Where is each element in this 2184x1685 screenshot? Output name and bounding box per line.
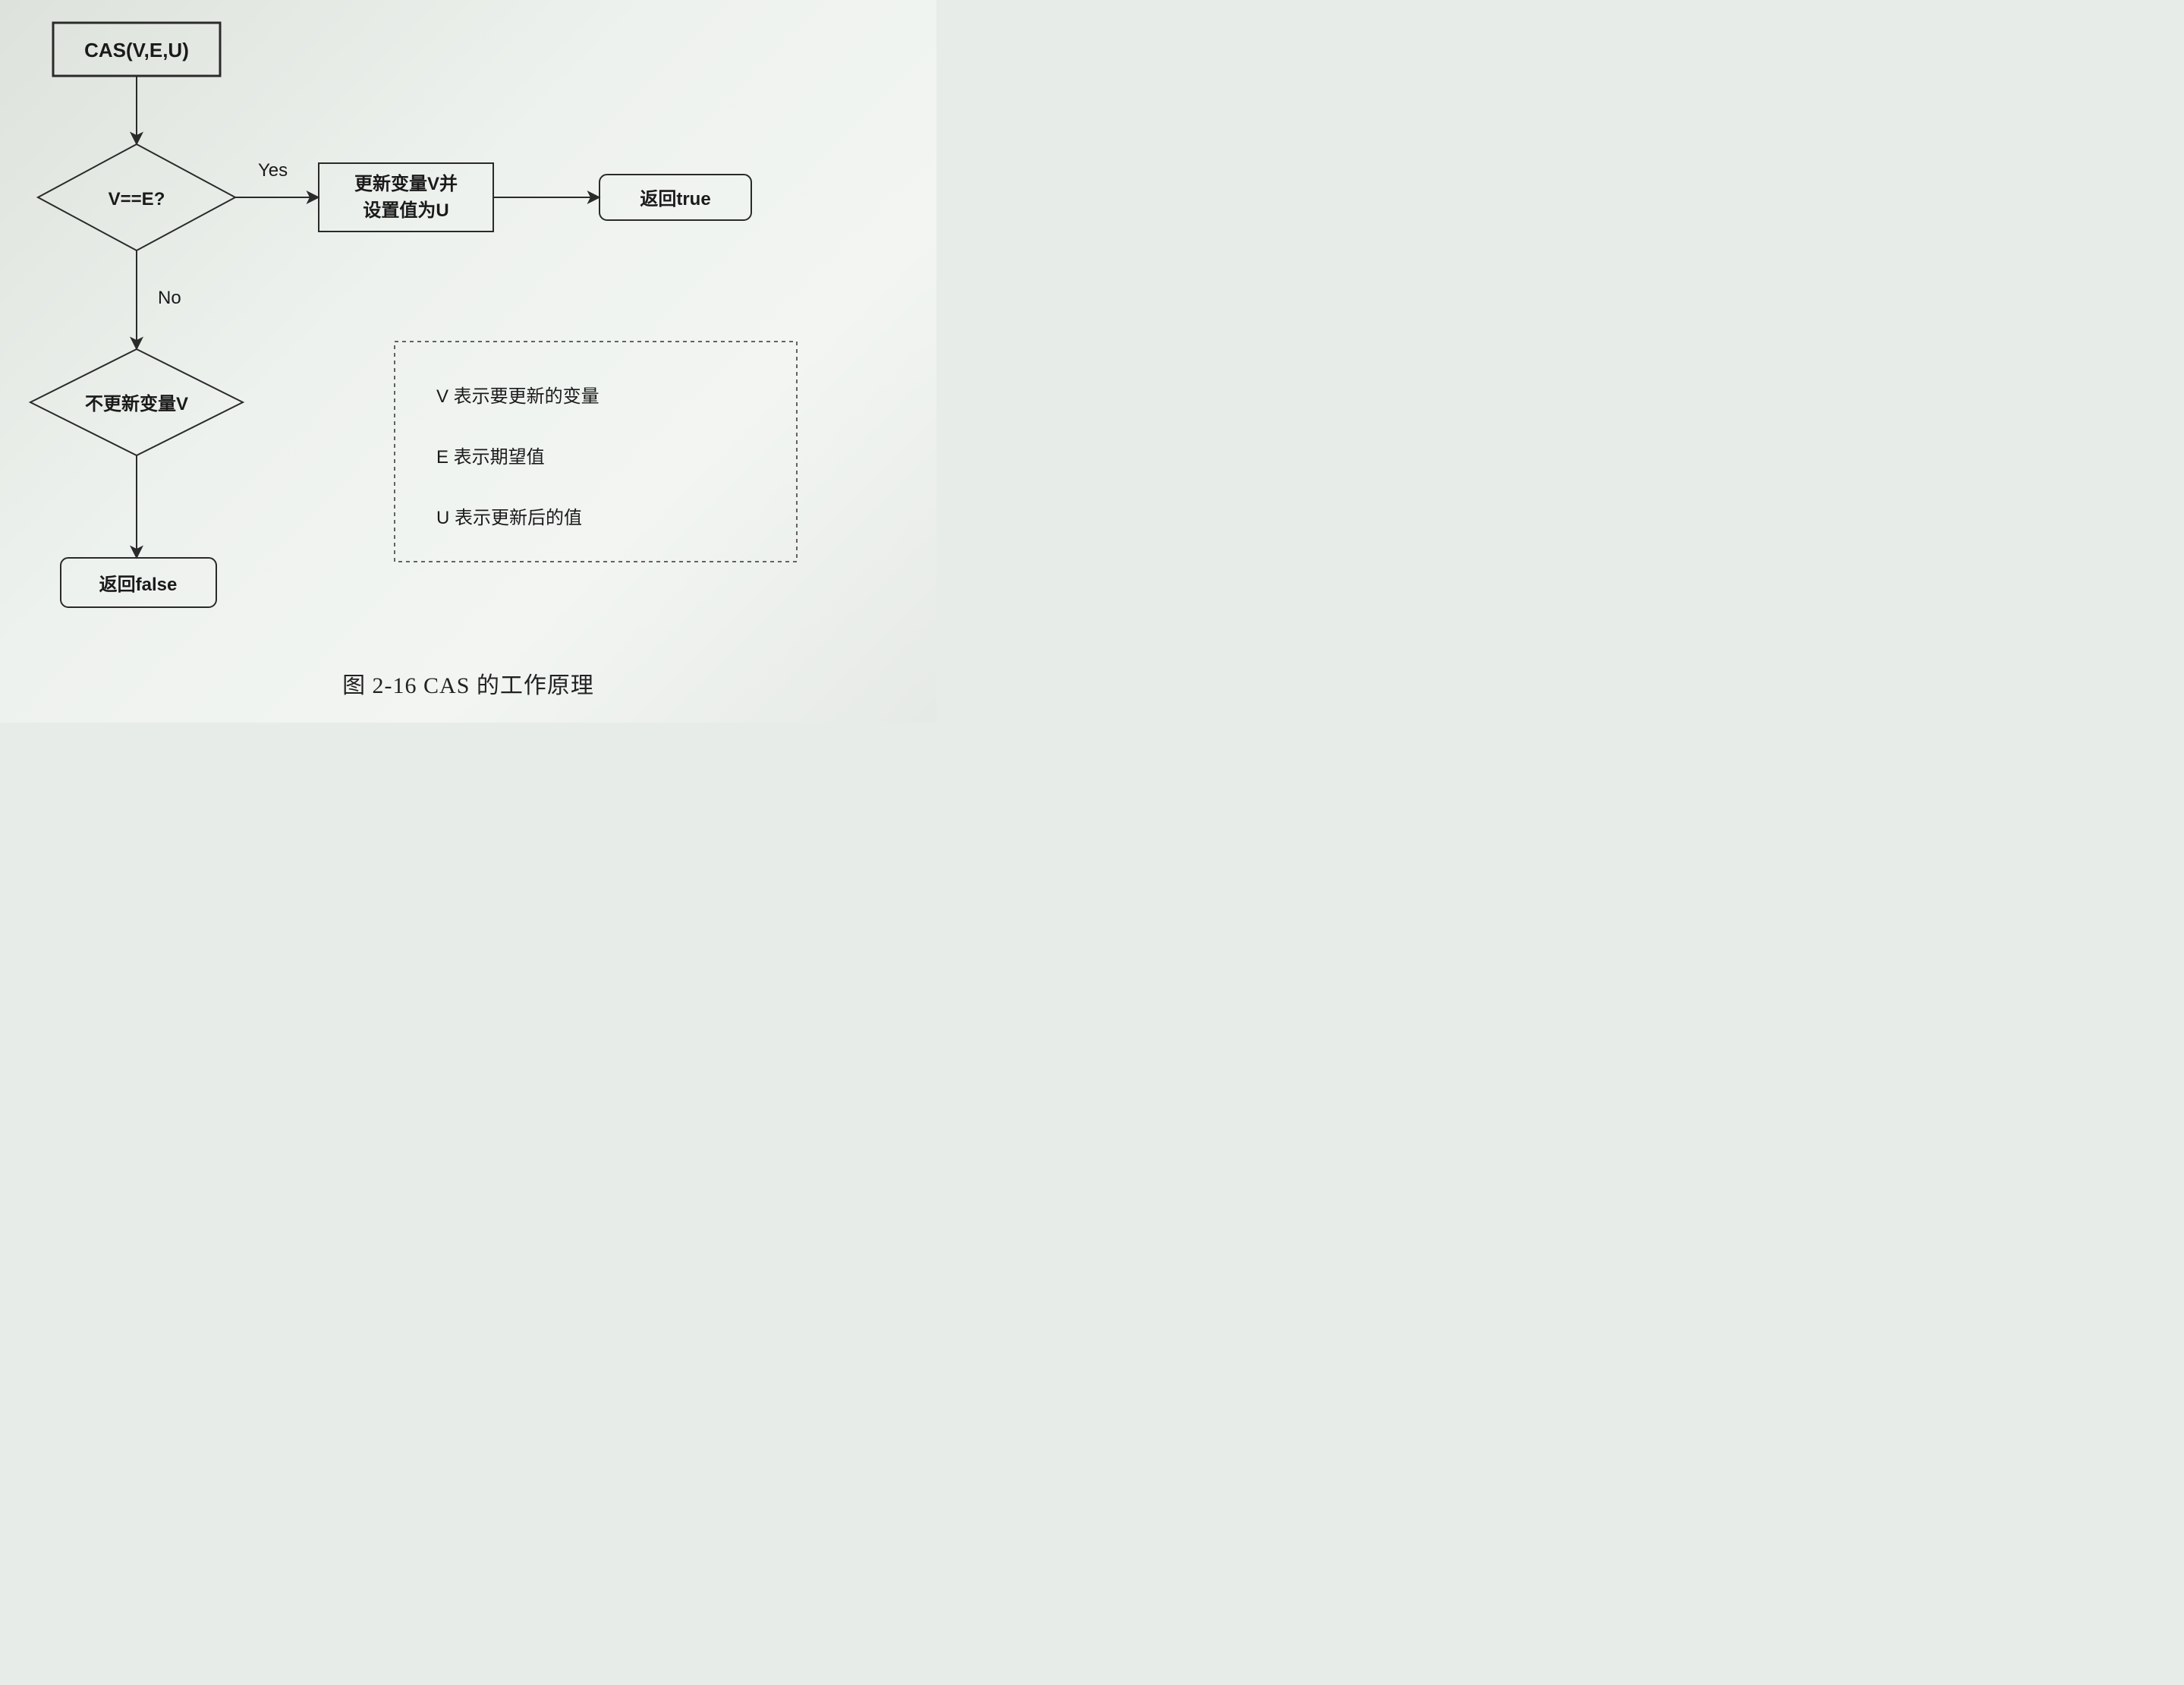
node-return-true-label: 返回true [640, 189, 710, 209]
diagram-page: CAS(V,E,U) V==E? 更新变量V并 设置值为U 返回true 不更新… [0, 0, 936, 723]
edge-label-yes: Yes [258, 160, 288, 181]
node-update-line1: 更新变量V并 [354, 173, 458, 194]
node-update-line2: 设置值为U [363, 200, 448, 221]
node-return-false-label: 返回false [99, 575, 178, 595]
legend-item-3: U 表示更新后的值 [436, 508, 582, 528]
node-return-true: 返回true [599, 175, 751, 220]
node-return-false: 返回false [61, 558, 216, 607]
legend-box: V 表示要更新的变量 E 表示期望值 U 表示更新后的值 [395, 342, 797, 562]
node-update: 更新变量V并 设置值为U [319, 163, 493, 231]
figure-caption: 图 2-16 CAS 的工作原理 [0, 666, 936, 700]
node-no-update: 不更新变量V [30, 349, 243, 455]
node-decision: V==E? [38, 144, 235, 250]
legend-item-2: E 表示期望值 [436, 447, 545, 468]
node-start-label: CAS(V,E,U) [84, 39, 189, 61]
node-start: CAS(V,E,U) [53, 23, 220, 76]
legend-item-1: V 表示要更新的变量 [436, 386, 599, 407]
node-decision-label: V==E? [109, 189, 165, 209]
flowchart-svg: CAS(V,E,U) V==E? 更新变量V并 设置值为U 返回true 不更新… [0, 0, 936, 668]
edge-label-no: No [158, 288, 181, 308]
node-no-update-label: 不更新变量V [85, 393, 188, 414]
